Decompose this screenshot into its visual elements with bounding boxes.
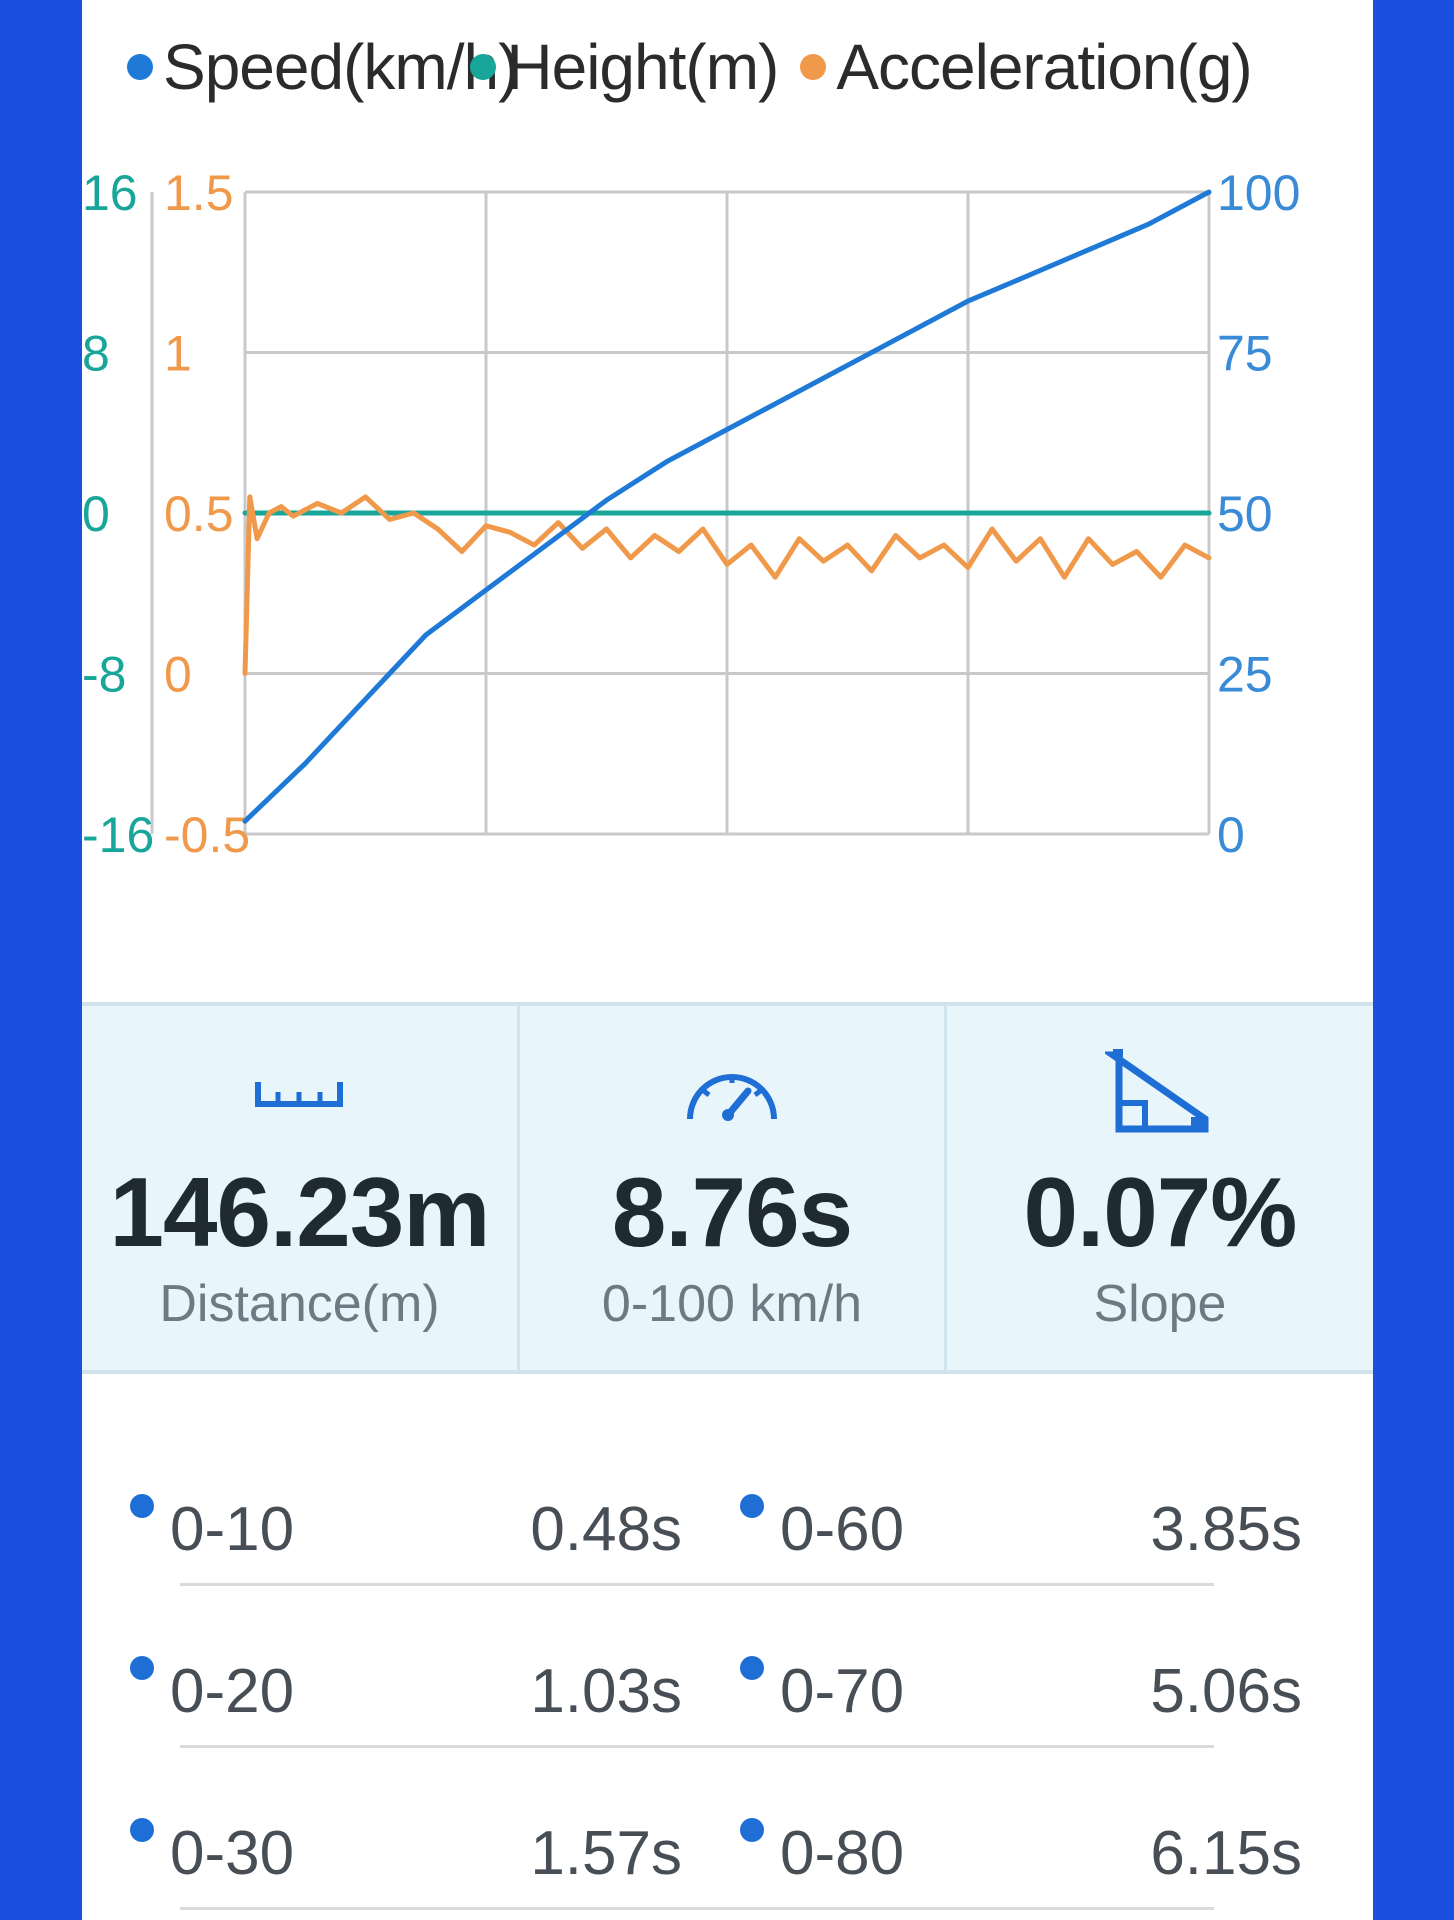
list-item: 0-30 1.57s 0-80 6.15s [82, 1724, 1373, 1910]
legend-item-acceleration[interactable]: Acceleration(g) [800, 30, 1253, 104]
results-panel: Speed(km/h) Height(m) Acceleration(g) 16… [82, 0, 1373, 1920]
stat-distance: 146.23m Distance(m) [82, 1006, 520, 1370]
speed-tick-label: 25 [1217, 647, 1273, 703]
series-line-speed [242, 189, 1212, 824]
height-tick-label: 16 [82, 165, 138, 221]
legend-label-height: Height(m) [506, 31, 779, 103]
zero-to-hundred-value: 8.76s [611, 1157, 853, 1267]
stat-zero-to-hundred: 8.76s 0-100 km/h [520, 1006, 947, 1370]
range-time: 0.48s [530, 1495, 682, 1564]
acceleration-tick-label: 0.5 [164, 486, 234, 542]
bullet-icon [130, 1494, 154, 1518]
height-tick-label: -16 [82, 807, 154, 863]
legend-item-speed[interactable]: Speed(km/h) [127, 30, 519, 104]
speedometer-icon [520, 1042, 944, 1142]
slope-icon [947, 1042, 1373, 1142]
acceleration-tick-label: 0 [164, 647, 192, 703]
range-label: 0-20 [170, 1657, 295, 1726]
height-tick-label: -8 [82, 647, 126, 703]
bullet-icon [130, 1818, 154, 1842]
acceleration-tick-label: 1.5 [164, 165, 234, 221]
stats-band: 146.23m Distance(m) 8.76s 0-100 km/h [82, 1002, 1373, 1374]
list-item: 0-10 0.48s 0-60 3.85s [82, 1400, 1373, 1586]
legend-dot-height [470, 54, 497, 80]
chart-legend: Speed(km/h) Height(m) Acceleration(g) [127, 22, 1253, 112]
speed-tick-label: 50 [1217, 486, 1273, 542]
row-divider [180, 1745, 1214, 1748]
range-label: 0-70 [780, 1657, 905, 1726]
legend-label-acceleration: Acceleration(g) [836, 31, 1252, 103]
range-label: 0-30 [170, 1819, 295, 1888]
range-time: 5.06s [1150, 1657, 1302, 1726]
acceleration-tick-label: -0.5 [164, 807, 250, 863]
range-label: 0-60 [780, 1495, 905, 1564]
legend-dot-acceleration [800, 54, 827, 80]
bullet-icon [740, 1494, 764, 1518]
height-tick-label: 8 [82, 326, 110, 382]
distance-value: 146.23m [109, 1157, 491, 1267]
acceleration-tick-label: 1 [164, 326, 192, 382]
speed-tick-label: 100 [1217, 165, 1300, 221]
slope-value: 0.07% [1023, 1157, 1298, 1267]
stat-slope: 0.07% Slope [947, 1006, 1373, 1370]
range-time: 6.15s [1150, 1819, 1302, 1888]
bullet-icon [130, 1656, 154, 1680]
slope-label: Slope [1093, 1275, 1227, 1333]
ruler-icon [82, 1042, 517, 1142]
legend-dot-speed [127, 54, 153, 80]
height-tick-label: 0 [82, 486, 110, 542]
range-time: 1.03s [530, 1657, 682, 1726]
bullet-icon [740, 1818, 764, 1842]
zero-to-hundred-label: 0-100 km/h [601, 1275, 863, 1333]
speed-tick-label: 0 [1217, 807, 1245, 863]
performance-chart: 16 8 0 -8 -16 1.5 1 0.5 0 -0.5 100 75 50 25 0 [82, 165, 1300, 863]
list-item: 0-20 1.03s 0-70 5.06s [82, 1562, 1373, 1748]
bullet-icon [740, 1656, 764, 1680]
legend-item-height[interactable]: Height(m) [470, 30, 779, 104]
range-label: 0-80 [780, 1819, 905, 1888]
legend-label-speed: Speed(km/h) [163, 31, 519, 103]
series-line-acceleration [242, 494, 1212, 676]
distance-label: Distance(m) [159, 1275, 440, 1333]
row-divider [180, 1907, 1214, 1910]
range-time: 3.85s [1150, 1495, 1302, 1564]
range-time: 1.57s [530, 1819, 682, 1888]
row-divider [180, 1583, 1214, 1586]
speed-tick-label: 75 [1217, 326, 1273, 382]
range-label: 0-10 [170, 1495, 295, 1564]
